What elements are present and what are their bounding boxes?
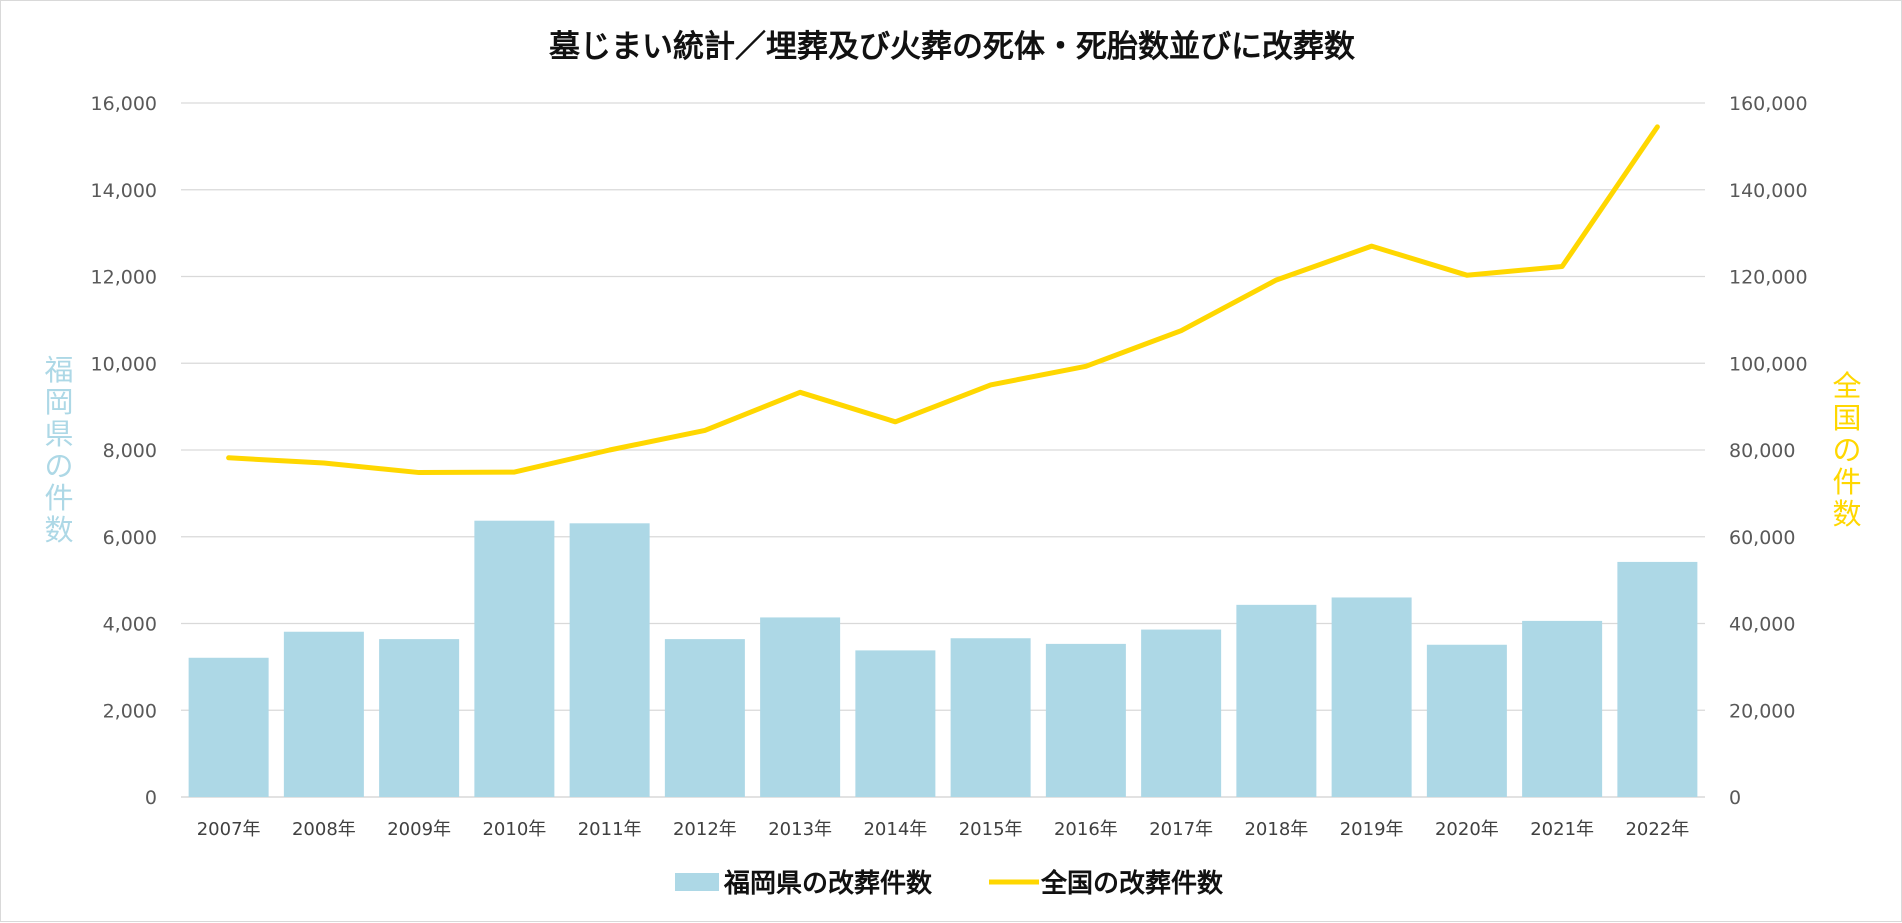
bar (855, 650, 936, 797)
axis-title-char: 件 (44, 481, 73, 515)
x-tick-label: 2009年 (387, 819, 451, 840)
left-tick-label: 2,000 (103, 700, 157, 722)
left-tick-label: 4,000 (103, 614, 157, 636)
right-tick-label: 160,000 (1729, 93, 1808, 115)
bar (569, 523, 650, 797)
axis-title-char: の (44, 449, 73, 483)
axis-title-char: 数 (44, 513, 73, 547)
line-series (226, 124, 1660, 476)
left-tick-label: 12,000 (91, 267, 157, 289)
right-axis-ticks: 0 20,000 40,000 60,000 80,000 100,000 120,000 1… (1729, 93, 1808, 809)
x-tick-label: 2011年 (578, 819, 642, 840)
legend-line-label: 全国の改葬件数 (1040, 868, 1224, 899)
bar (283, 631, 364, 797)
x-axis-ticks: 2007年 2008年 2009年 2010年 2011年 2012年 2013年 2014年… (197, 819, 1690, 840)
bar (1141, 629, 1222, 797)
legend-bar-label: 福岡県の改葬件数 (723, 868, 933, 899)
bar (1045, 643, 1126, 797)
bar (1236, 604, 1317, 797)
x-tick-label: 2010年 (482, 819, 546, 840)
x-tick-label: 2014年 (863, 819, 927, 840)
left-tick-label: 10,000 (91, 353, 157, 375)
x-tick-label: 2021年 (1530, 819, 1594, 840)
right-tick-label: 20,000 (1729, 700, 1795, 722)
x-tick-label: 2017年 (1149, 819, 1213, 840)
axis-title-char: 岡 (44, 385, 73, 419)
bar (188, 657, 269, 797)
left-axis-ticks: 0 2,000 4,000 6,000 8,000 10,000 12,000 14,000 1… (91, 93, 157, 809)
left-tick-label: 8,000 (103, 440, 157, 462)
right-axis-title: 全国の件数 (1832, 369, 1861, 531)
axis-title-char: 国 (1832, 401, 1861, 435)
right-tick-label: 0 (1729, 787, 1741, 809)
x-tick-label: 2015年 (959, 819, 1023, 840)
axis-title-char: 県 (44, 417, 73, 451)
bar (379, 639, 460, 797)
bar (1617, 561, 1698, 797)
left-tick-label: 16,000 (91, 93, 157, 115)
bar (1522, 620, 1603, 797)
x-tick-label: 2008年 (292, 819, 356, 840)
x-tick-label: 2018年 (1244, 819, 1308, 840)
bar-series (188, 520, 1698, 797)
right-tick-label: 100,000 (1729, 353, 1808, 375)
left-tick-label: 0 (145, 787, 157, 809)
series-line (226, 124, 1660, 476)
x-tick-label: 2012年 (673, 819, 737, 840)
x-tick-label: 2019年 (1340, 819, 1404, 840)
x-tick-label: 2007年 (197, 819, 261, 840)
chart-title: 墓じまい統計／埋葬及び火葬の死体・死胎数並びに改葬数 (548, 29, 1355, 65)
right-tick-label: 140,000 (1729, 180, 1808, 202)
bar (474, 520, 555, 797)
right-tick-label: 80,000 (1729, 440, 1795, 462)
right-tick-label: 120,000 (1729, 267, 1808, 289)
legend: 福岡県の改葬件数 全国の改葬件数 (675, 868, 1224, 899)
bar (1331, 597, 1412, 797)
axis-title-char: 全 (1832, 369, 1861, 403)
left-axis-title: 福岡県の件数 (44, 353, 73, 547)
right-tick-label: 40,000 (1729, 614, 1795, 636)
x-tick-label: 2020年 (1435, 819, 1499, 840)
legend-bar-swatch (675, 873, 719, 891)
bar (1426, 644, 1507, 797)
axis-title-char: 数 (1832, 497, 1861, 531)
x-tick-label: 2013年 (768, 819, 832, 840)
right-tick-label: 60,000 (1729, 527, 1795, 549)
x-tick-label: 2016年 (1054, 819, 1118, 840)
x-tick-label: 2022年 (1625, 819, 1689, 840)
bar (950, 638, 1031, 797)
axis-title-char: 件 (1832, 465, 1861, 499)
left-tick-label: 6,000 (103, 527, 157, 549)
bar (664, 639, 745, 797)
axis-title-char: 福 (44, 353, 73, 387)
bar (760, 617, 841, 797)
left-tick-label: 14,000 (91, 180, 157, 202)
axis-title-char: の (1832, 433, 1861, 467)
